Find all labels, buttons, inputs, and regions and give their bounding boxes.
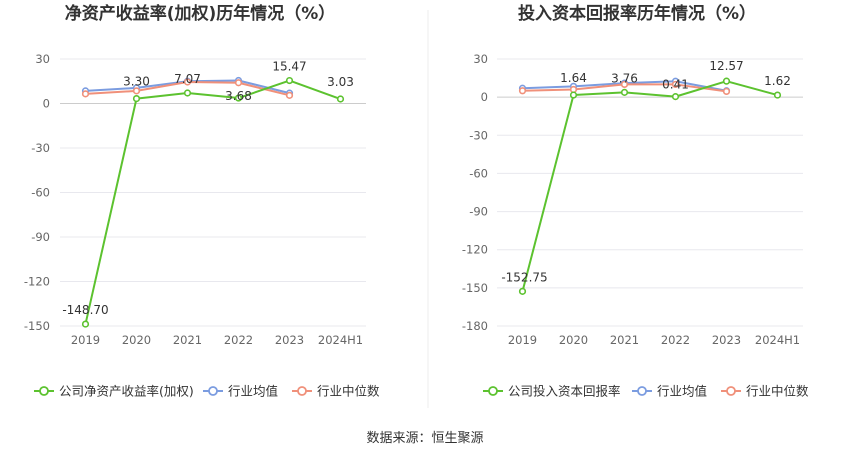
legend-item[interactable]: 公司净资产收益率(加权) [34,384,194,399]
data-point [569,91,578,99]
legend-marker-icon [488,386,498,396]
data-point [132,95,141,103]
x-tick-label: 2021 [173,333,202,347]
legend-item[interactable]: 行业均值 [632,384,707,399]
y-tick-label: -150 [24,319,50,333]
x-tick-label: 2022 [661,333,690,347]
x-tick-label: 2024H1 [755,333,800,347]
data-point [234,94,243,102]
legend-item[interactable]: 行业均值 [203,384,278,399]
legend-item[interactable]: 行业中位数 [292,384,380,399]
legend-marker-icon [297,386,307,396]
y-tick-label: -120 [462,243,488,257]
y-tick-label: -60 [469,166,488,180]
chart-title: 净资产收益率(加权)历年情况（%） [65,3,336,24]
legend-label: 行业均值 [228,384,278,399]
data-point [234,79,243,87]
data-point [81,320,90,328]
data-point [671,80,680,89]
legend-item[interactable]: 行业中位数 [721,384,809,399]
data-label: 12.57 [709,59,743,73]
data-label: -152.75 [501,270,547,284]
x-tick-label: 2023 [712,333,741,347]
y-tick-label: -90 [469,205,488,219]
data-point [620,88,629,96]
data-label: 3.76 [611,71,638,85]
legend-label: 公司净资产收益率(加权) [59,384,194,399]
x-tick-label: 2020 [559,333,588,347]
data-label: 1.64 [560,71,587,85]
data-label: 0.41 [662,78,689,92]
source-label: 数据来源：恒生聚源 [366,431,483,446]
legend-item[interactable]: 公司投入资本回报率 [483,384,621,399]
y-tick-label: -30 [31,141,50,155]
y-tick-label: 0 [481,90,488,104]
data-label: 3.30 [123,75,150,89]
y-tick-label: -60 [31,186,50,200]
data-label: 3.68 [225,89,252,103]
series-line-0 [84,79,341,325]
x-tick-label: 2023 [275,333,304,347]
y-tick-label: -150 [462,281,488,295]
data-point [620,80,629,89]
data-point [285,76,294,85]
data-label: 1.62 [764,74,791,88]
data-point [722,87,731,96]
data-point [183,89,192,97]
data-point [336,95,345,103]
y-tick-label: 30 [35,52,50,66]
x-tick-label: 2020 [122,333,151,347]
y-tick-label: 30 [473,52,488,66]
data-point [518,287,527,295]
x-tick-label: 2022 [224,333,253,347]
x-tick-label: 2019 [71,333,100,347]
y-tick-label: -90 [31,230,50,244]
data-point [132,87,141,95]
chart-title: 投入资本回报率历年情况（%） [518,3,756,24]
data-point [722,77,731,85]
data-point [671,93,680,101]
y-tick-label: 0 [43,97,50,111]
data-point [518,87,527,95]
data-point [183,78,192,86]
data-point [285,91,294,99]
data-point [81,90,90,98]
data-label: -148.70 [62,303,108,317]
legend-label: 行业均值 [657,384,707,399]
legend-label: 行业中位数 [746,384,809,399]
data-label: 7.07 [174,72,201,86]
y-tick-label: -120 [24,275,50,289]
legend-label: 行业中位数 [317,384,380,399]
y-tick-label: -180 [462,319,488,333]
legend-label: 公司投入资本回报率 [508,384,621,399]
x-tick-label: 2021 [610,333,639,347]
roic-chart: 投入资本回报率历年情况（%） 30 0 -30 -60 -90 -120 -150 -180 20… [462,3,809,399]
data-label: 3.03 [327,75,354,89]
x-tick-label: 2024H1 [318,333,363,347]
roe-chart: 净资产收益率(加权)历年情况（%） 30 0 -30 -60 -90 -120 -150 201… [24,3,380,399]
y-tick-label: -30 [469,128,488,142]
data-point [773,91,782,99]
x-tick-label: 2019 [508,333,537,347]
legend-marker-icon [208,386,218,396]
legend-marker-icon [39,386,49,396]
data-label: 15.47 [272,60,306,74]
series-line-0 [521,80,778,292]
legend-marker-icon [726,386,736,396]
legend-marker-icon [637,386,647,396]
